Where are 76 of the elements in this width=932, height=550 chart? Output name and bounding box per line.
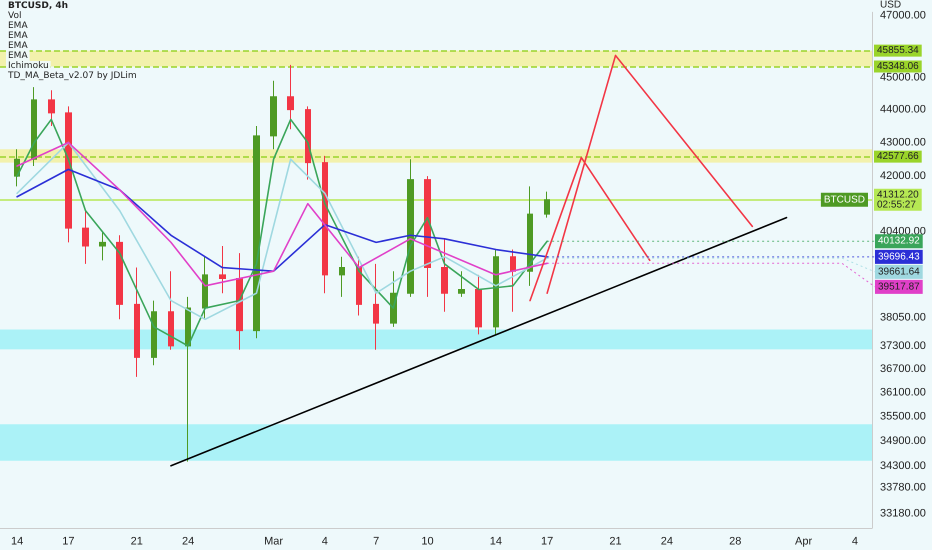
candlestick xyxy=(339,256,345,298)
annotation: Vol xyxy=(8,11,22,21)
candlestick xyxy=(373,263,379,350)
x-tick-label: 24 xyxy=(182,536,194,548)
annotation: 39517.87 xyxy=(878,281,920,292)
annotation: EMA xyxy=(8,51,28,61)
candlestick xyxy=(116,234,123,320)
x-tick-label: 28 xyxy=(729,536,742,548)
ref-line-label: 41312.20 02:55:27 xyxy=(877,189,920,210)
y-tick-label: 35500.00 xyxy=(880,410,926,423)
annotation: 39661.64 xyxy=(878,266,920,278)
candlestick xyxy=(31,86,37,166)
annotation: EMA xyxy=(8,41,28,51)
candlestick xyxy=(527,186,533,286)
y-tick-label: 33780.00 xyxy=(880,482,926,494)
annotation: Ichimoku xyxy=(8,61,49,71)
candlestick xyxy=(287,64,294,130)
annotation: EMA xyxy=(8,21,28,31)
candlestick xyxy=(322,155,328,294)
candlestick xyxy=(134,267,140,378)
candlestick xyxy=(544,191,550,218)
x-tick-label: 4 xyxy=(852,536,858,548)
candlestick xyxy=(65,106,72,243)
y-tick-label: 43000.00 xyxy=(880,136,926,149)
y-tick-label: 36700.00 xyxy=(880,363,926,376)
candlestick xyxy=(168,270,174,350)
candlestick xyxy=(305,106,311,180)
y-tick-label: 34300.00 xyxy=(880,460,926,472)
x-tick-label: Mar xyxy=(264,536,284,548)
candlestick xyxy=(219,245,226,294)
y-tick-label: 38050.00 xyxy=(880,311,926,324)
x-tick-label: 24 xyxy=(660,536,673,548)
candlestick xyxy=(424,176,431,298)
annotation: 40132.92 xyxy=(878,236,920,247)
y-tick-label: 42000.00 xyxy=(880,170,926,182)
candlestick xyxy=(151,300,157,366)
candlestick xyxy=(185,296,191,462)
candlestick xyxy=(82,210,89,264)
candlestick xyxy=(493,249,499,335)
annotation: 39696.43 xyxy=(878,251,920,262)
x-tick-label: 17 xyxy=(541,536,554,548)
x-tick-label: 21 xyxy=(130,536,143,548)
ref-line-label: 45348.06 xyxy=(877,60,920,72)
y-tick-label: 34900.00 xyxy=(880,434,926,447)
annotation: TD_MA_Beta_v2.07 by JDLim xyxy=(7,71,137,81)
y-tick-label: 37300.00 xyxy=(880,340,926,352)
x-tick-label: 7 xyxy=(373,536,380,548)
x-tick-label: 10 xyxy=(421,536,434,548)
x-tick-label: 21 xyxy=(609,536,622,548)
chart-title: BTCUSD, 4h xyxy=(8,1,68,11)
candlestick xyxy=(475,274,482,335)
y-axis-title: USD xyxy=(880,0,902,10)
y-tick-label: 47000.00 xyxy=(880,9,926,22)
ref-line-label: 42577.66 xyxy=(877,151,920,162)
candlestick xyxy=(441,238,448,312)
y-tick-label: 33180.00 xyxy=(880,507,926,520)
candlestick xyxy=(510,249,516,312)
x-tick-label: Apr xyxy=(795,536,812,548)
candlestick xyxy=(356,256,362,316)
y-tick-label: 45000.00 xyxy=(880,72,926,84)
x-tick-label: 17 xyxy=(62,536,75,548)
text: BTCUSD xyxy=(824,194,865,206)
y-tick-label: 36100.00 xyxy=(880,386,926,399)
annotation: EMA xyxy=(8,31,28,41)
x-tick-label: 4 xyxy=(322,536,328,548)
candlestick xyxy=(99,231,106,261)
y-tick-label: 44000.00 xyxy=(880,104,926,116)
candlestick xyxy=(458,270,465,298)
candlestick xyxy=(270,80,277,150)
x-tick-label: 14 xyxy=(10,536,24,548)
candlestick xyxy=(48,90,55,126)
candlestick xyxy=(202,256,208,320)
ref-line-label: 45855.34 xyxy=(877,45,920,56)
candlestick xyxy=(236,252,243,350)
x-tick-label: 14 xyxy=(490,536,502,548)
candlestick xyxy=(407,158,414,298)
